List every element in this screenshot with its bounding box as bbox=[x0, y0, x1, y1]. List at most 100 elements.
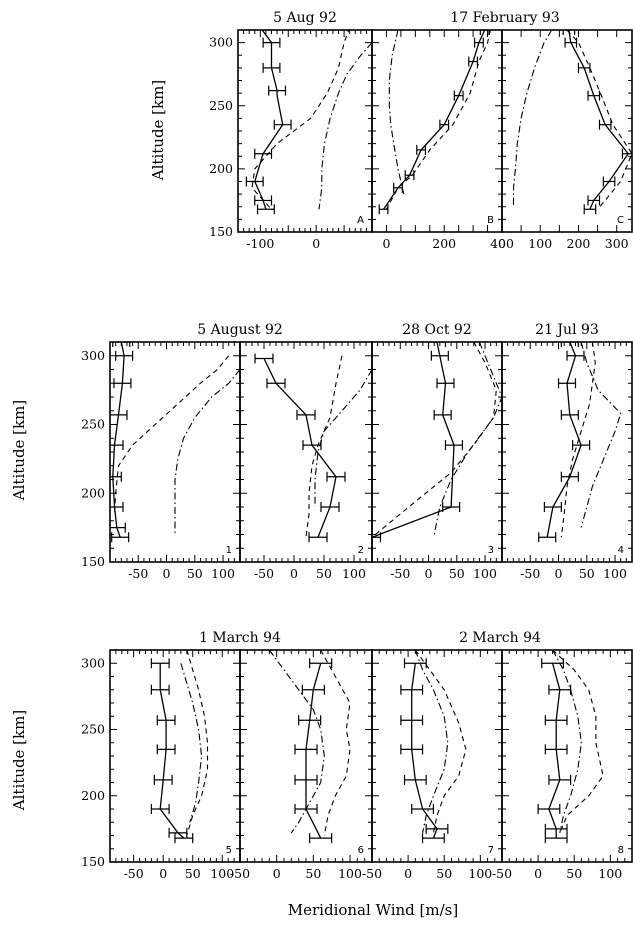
panel-label: 1 bbox=[226, 545, 232, 556]
panel-frame bbox=[109, 649, 241, 863]
panel-frame bbox=[239, 341, 373, 563]
y-axis-label-row-2: Altitude [km] bbox=[10, 400, 28, 501]
series-dashed bbox=[385, 30, 491, 210]
panel-title: 2 March 94 bbox=[459, 630, 541, 646]
x-tick-label: 100 bbox=[468, 866, 492, 881]
panel-label: A bbox=[357, 215, 364, 226]
x-tick-label: -50 bbox=[254, 566, 274, 581]
panel-8: -50 0 50 100 8 bbox=[492, 649, 633, 881]
panel-frame bbox=[501, 341, 633, 563]
y-tick-label: 200 bbox=[81, 485, 105, 500]
x-tick-label: 0 bbox=[163, 566, 171, 581]
y-tick-label: 150 bbox=[81, 554, 105, 569]
series-dashed bbox=[414, 650, 467, 834]
x-tick-label: 0 bbox=[425, 566, 433, 581]
x-tick-label: 100 bbox=[342, 566, 366, 581]
x-tick-label: 400 bbox=[490, 236, 514, 251]
x-tick-label: 50 bbox=[185, 866, 201, 881]
series-solid bbox=[159, 663, 185, 839]
y-tick-label: 300 bbox=[209, 35, 233, 50]
series-dashed bbox=[186, 650, 209, 836]
series-dashed bbox=[113, 355, 230, 514]
x-tick-label: 50 bbox=[449, 566, 465, 581]
panel-label: 5 bbox=[226, 845, 232, 856]
series-dashdot bbox=[552, 650, 582, 834]
panel-7: -50 0 50 100 7 2 March 94 bbox=[362, 630, 541, 881]
x-tick-label: 50 bbox=[436, 866, 452, 881]
x-tick-label: -50 bbox=[390, 566, 410, 581]
panel-C: 0 100 200 300 C bbox=[498, 29, 633, 251]
panel-series bbox=[254, 353, 372, 543]
panel-title: 17 February 93 bbox=[450, 10, 559, 26]
panel-label: 6 bbox=[358, 845, 364, 856]
y-tick-label: 150 bbox=[209, 224, 233, 239]
panel-3: -50 0 50 100 3 28 Oct 92 bbox=[371, 322, 503, 581]
series-dashed bbox=[305, 355, 343, 538]
series-dashdot bbox=[388, 30, 405, 195]
panel-series bbox=[372, 342, 502, 543]
x-tick-label: 100 bbox=[598, 866, 622, 881]
series-dashed bbox=[560, 342, 596, 538]
panel-6: -50 0 50 100 6 bbox=[230, 649, 373, 881]
panel-title: 21 Jul 93 bbox=[535, 322, 599, 338]
series-dashdot bbox=[314, 369, 372, 507]
x-tick-label: -50 bbox=[362, 866, 382, 881]
y-tick-label: 300 bbox=[81, 655, 105, 670]
panel-title: 1 March 94 bbox=[199, 630, 281, 646]
x-tick-label: 0 bbox=[555, 566, 563, 581]
series-dashdot bbox=[268, 650, 325, 834]
panel-label: B bbox=[487, 215, 494, 226]
panel-4: -50 0 50 100 4 21 Jul 93 bbox=[501, 322, 633, 581]
panel-series bbox=[400, 650, 467, 844]
x-tick-label: 0 bbox=[382, 236, 390, 251]
y-tick-label: 250 bbox=[81, 722, 105, 737]
series-dashed bbox=[552, 650, 604, 834]
x-tick-label: 200 bbox=[567, 236, 591, 251]
x-tick-label: 100 bbox=[528, 236, 552, 251]
x-tick-label: 50 bbox=[316, 566, 332, 581]
x-tick-label: 0 bbox=[498, 236, 506, 251]
series-dashdot bbox=[180, 663, 203, 823]
panel-series bbox=[245, 30, 372, 215]
x-axis-label: Meridional Wind [m/s] bbox=[288, 901, 458, 919]
x-tick-label: 50 bbox=[187, 566, 203, 581]
x-tick-label: 50 bbox=[305, 866, 321, 881]
x-tick-label: 50 bbox=[579, 566, 595, 581]
panel-B: 0 200 400 B 17 February 93 bbox=[371, 10, 560, 251]
x-tick-label: -50 bbox=[128, 566, 148, 581]
series-dashed bbox=[372, 342, 497, 538]
x-tick-label: 0 bbox=[290, 566, 298, 581]
panel-label: 4 bbox=[618, 545, 624, 556]
panel-series bbox=[110, 342, 240, 543]
x-tick-label: 0 bbox=[534, 866, 542, 881]
panel-5: 150 200 250 300 -50 0 50 100 5 1 March 94 bbox=[81, 630, 281, 881]
series-dashdot bbox=[174, 369, 240, 535]
x-tick-label: 50 bbox=[566, 866, 582, 881]
y-tick-label: 250 bbox=[81, 417, 105, 432]
series-dashdot bbox=[512, 30, 553, 207]
panel-title: 5 August 92 bbox=[197, 322, 283, 338]
x-tick-label: 100 bbox=[211, 566, 235, 581]
x-tick-label: 0 bbox=[273, 866, 281, 881]
series-dashdot bbox=[433, 342, 502, 535]
panel-frame bbox=[237, 29, 373, 233]
panel-frame bbox=[371, 341, 503, 563]
panel-label: 8 bbox=[618, 845, 624, 856]
panel-title: 5 Aug 92 bbox=[273, 10, 337, 26]
y-tick-label: 200 bbox=[81, 788, 105, 803]
y-tick-label: 300 bbox=[81, 348, 105, 363]
series-dashdot bbox=[318, 42, 372, 210]
series-dashed bbox=[320, 650, 351, 836]
panel-frame bbox=[109, 341, 241, 563]
panel-series bbox=[537, 650, 604, 844]
x-tick-label: 100 bbox=[210, 866, 234, 881]
x-tick-label: 100 bbox=[473, 566, 497, 581]
panel-1: 150 200 250 300 -50 0 50 100 1 5 August 92 bbox=[81, 322, 283, 581]
series-solid bbox=[383, 30, 486, 210]
x-tick-label: 0 bbox=[159, 866, 167, 881]
x-tick-label: -50 bbox=[230, 866, 250, 881]
panel-series bbox=[268, 650, 351, 844]
panel-series bbox=[150, 650, 209, 844]
